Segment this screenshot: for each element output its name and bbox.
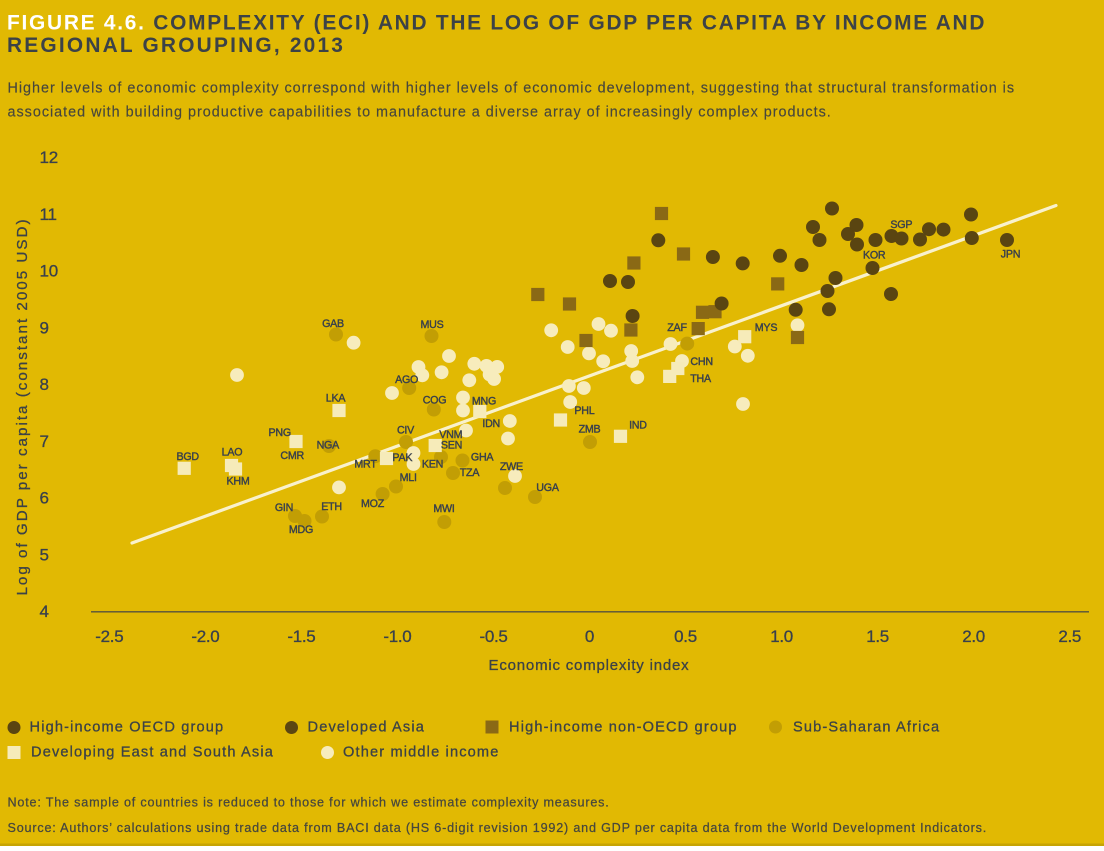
svg-text:Other middle income: Other middle income [343, 744, 500, 760]
svg-text:Developing East and South Asia: Developing East and South Asia [31, 744, 274, 760]
svg-text:MYS: MYS [755, 322, 778, 334]
svg-text:PHL: PHL [574, 405, 594, 417]
svg-text:ZAF: ZAF [667, 322, 687, 334]
svg-text:-1.5: -1.5 [287, 627, 315, 646]
svg-text:MWI: MWI [433, 503, 454, 515]
svg-text:KHM: KHM [227, 476, 250, 488]
svg-text:KOR: KOR [863, 250, 886, 262]
svg-text:MLI: MLI [400, 472, 417, 484]
svg-text:CIV: CIV [397, 424, 415, 436]
svg-text:CMR: CMR [280, 450, 304, 462]
svg-text:TZA: TZA [460, 467, 481, 479]
svg-text:BGD: BGD [176, 451, 199, 463]
svg-text:11: 11 [40, 205, 57, 224]
svg-text:Economic complexity index: Economic complexity index [489, 657, 690, 674]
svg-text:ZWE: ZWE [500, 461, 523, 473]
svg-text:Sub-Saharan Africa: Sub-Saharan Africa [793, 719, 940, 735]
svg-text:1.0: 1.0 [770, 627, 793, 646]
svg-text:PNG: PNG [268, 427, 290, 439]
svg-text:VNM: VNM [439, 429, 462, 441]
svg-text:MOZ: MOZ [361, 498, 385, 510]
svg-text:10: 10 [40, 262, 59, 281]
svg-text:9: 9 [40, 318, 49, 337]
svg-text:COG: COG [423, 394, 447, 406]
svg-text:NGA: NGA [317, 439, 341, 451]
svg-text:associated with building produ: associated with building productive capa… [8, 105, 832, 121]
svg-text:SEN: SEN [441, 440, 462, 452]
svg-text:-2.0: -2.0 [191, 627, 219, 646]
svg-text:ZMB: ZMB [579, 423, 601, 435]
svg-text:GHA: GHA [471, 451, 495, 463]
svg-text:2.5: 2.5 [1058, 627, 1081, 646]
svg-text:12: 12 [40, 148, 59, 167]
svg-text:LAO: LAO [222, 447, 243, 459]
svg-text:LKA: LKA [326, 392, 347, 404]
svg-text:PAK: PAK [392, 452, 413, 464]
svg-text:AGO: AGO [395, 374, 418, 386]
svg-text:Source: Authors’ calculations: Source: Authors’ calculations using trad… [8, 821, 988, 835]
svg-text:IND: IND [629, 419, 647, 431]
svg-text:-1.0: -1.0 [383, 627, 411, 646]
svg-text:ETH: ETH [321, 501, 342, 513]
svg-text:High-income non-OECD group: High-income non-OECD group [509, 719, 738, 735]
svg-text:MRT: MRT [354, 459, 377, 471]
svg-text:5: 5 [40, 545, 49, 564]
svg-text:MUS: MUS [421, 319, 444, 331]
svg-text:REGIONAL GROUPING, 2013: REGIONAL GROUPING, 2013 [7, 34, 345, 57]
svg-text:1.5: 1.5 [866, 627, 889, 646]
svg-text:0: 0 [585, 627, 594, 646]
svg-text:GIN: GIN [275, 502, 293, 514]
svg-text:0.5: 0.5 [674, 627, 697, 646]
svg-text:-2.5: -2.5 [95, 627, 123, 646]
svg-text:2.0: 2.0 [962, 627, 985, 646]
svg-text:MNG: MNG [472, 395, 496, 407]
svg-text:Developed Asia: Developed Asia [308, 719, 426, 735]
svg-text:GAB: GAB [322, 318, 344, 330]
svg-text:FIGURE 4.6. COMPLEXITY (ECI) A: FIGURE 4.6. COMPLEXITY (ECI) AND THE LOG… [7, 12, 986, 35]
svg-text:Log of GDP per capita (constan: Log of GDP per capita (constant 2005 USD… [14, 217, 31, 595]
svg-text:IDN: IDN [482, 418, 500, 430]
svg-text:High-income OECD group: High-income OECD group [30, 719, 225, 735]
svg-text:JPN: JPN [1001, 248, 1020, 260]
svg-text:KEN: KEN [422, 459, 443, 471]
svg-text:-0.5: -0.5 [479, 627, 507, 646]
svg-text:UGA: UGA [536, 482, 560, 494]
svg-text:6: 6 [40, 489, 49, 508]
svg-text:7: 7 [40, 432, 49, 451]
svg-text:SGP: SGP [890, 219, 912, 231]
svg-text:4: 4 [40, 602, 49, 621]
svg-text:Higher levels of economic comp: Higher levels of economic complexity cor… [8, 81, 1016, 97]
svg-text:THA: THA [690, 373, 712, 385]
svg-text:8: 8 [40, 375, 49, 394]
svg-text:CHN: CHN [690, 356, 712, 368]
svg-text:Note: The sample of countries: Note: The sample of countries is reduced… [8, 796, 610, 810]
svg-text:MDG: MDG [289, 524, 313, 536]
